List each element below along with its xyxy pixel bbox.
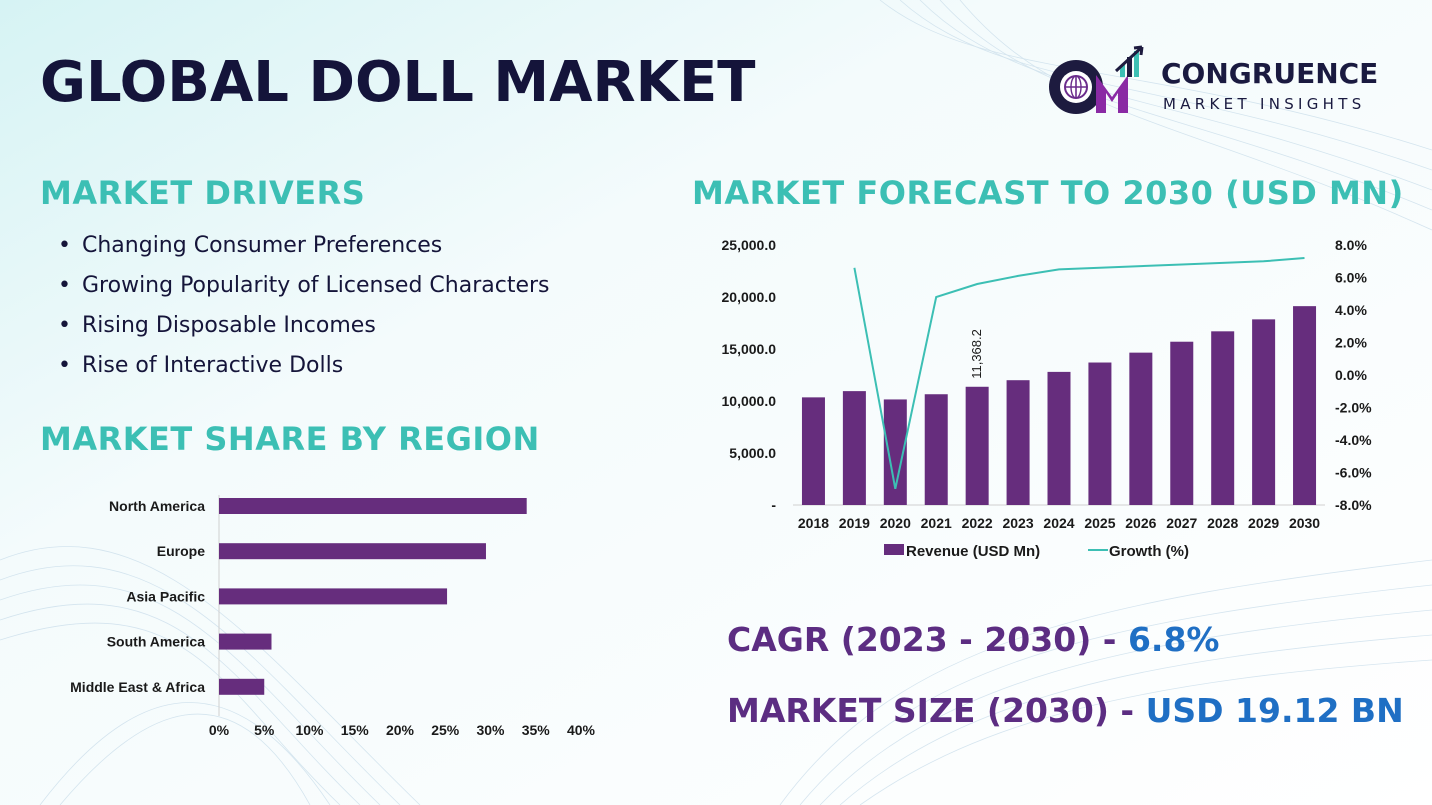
logo-tagline: MARKET INSIGHTS bbox=[1163, 95, 1366, 113]
revenue-bar bbox=[1006, 380, 1030, 505]
driver-text: Rising Disposable Incomes bbox=[82, 313, 376, 338]
y2-tick-label: -2.0% bbox=[1335, 400, 1372, 416]
x-tick-label: 30% bbox=[476, 722, 505, 738]
legend-label-growth: Growth (%) bbox=[1109, 543, 1189, 560]
region-share-chart: North America Europe Asia Pacific South Ame… bbox=[70, 495, 596, 738]
y-tick-label: 10,000.0 bbox=[722, 393, 777, 409]
x-tick-label: 2030 bbox=[1289, 515, 1320, 531]
bar bbox=[219, 498, 527, 514]
category-label: Asia Pacific bbox=[126, 588, 205, 604]
y-tick-label: - bbox=[771, 497, 776, 513]
revenue-bar bbox=[1293, 306, 1317, 505]
bar bbox=[219, 678, 265, 695]
x-tick-label: 2026 bbox=[1125, 515, 1156, 531]
cmi-logo-icon bbox=[1049, 45, 1144, 114]
revenue-bar bbox=[801, 397, 825, 505]
bar bbox=[219, 543, 486, 560]
x-tick-label: 10% bbox=[295, 722, 324, 738]
revenue-bar bbox=[1252, 319, 1276, 505]
bar bbox=[219, 633, 272, 650]
forecast-section-title: MARKET FORECAST TO 2030 (USD MN) bbox=[692, 174, 1404, 212]
x-tick-label: 2029 bbox=[1248, 515, 1279, 531]
x-tick-label: 5% bbox=[254, 722, 275, 738]
x-tick-label: 2020 bbox=[880, 515, 911, 531]
x-tick-label: 0% bbox=[209, 722, 230, 738]
market-size-value: USD 19.12 BN bbox=[1145, 691, 1404, 730]
driver-text: Growing Popularity of Licensed Character… bbox=[82, 273, 550, 298]
drivers-list: • Changing Consumer Preferences • Growing … bbox=[58, 228, 550, 388]
y2-tick-label: 4.0% bbox=[1335, 302, 1367, 318]
y2-tick-label: -6.0% bbox=[1335, 465, 1372, 481]
x-tick-label: 15% bbox=[341, 722, 370, 738]
y-tick-label: 20,000.0 bbox=[722, 289, 777, 305]
legend-label-revenue: Revenue (USD Mn) bbox=[906, 543, 1040, 560]
cagr-stat: CAGR (2023 - 2030) - 6.8% bbox=[727, 620, 1220, 659]
y-tick-label: 15,000.0 bbox=[722, 341, 777, 357]
page-title: GLOBAL DOLL MARKET bbox=[40, 50, 756, 115]
region-section-title: MARKET SHARE BY REGION bbox=[40, 420, 540, 458]
x-tick-label: 2028 bbox=[1207, 515, 1238, 531]
x-tick-label: 20% bbox=[386, 722, 415, 738]
bullet-icon: • bbox=[58, 273, 71, 298]
chart-legend: Revenue (USD Mn) Growth (%) bbox=[884, 543, 1189, 560]
y-tick-label: 25,000.0 bbox=[722, 237, 777, 253]
x-tick-label: 2027 bbox=[1166, 515, 1197, 531]
cagr-separator: - bbox=[1091, 620, 1128, 659]
driver-text: Rise of Interactive Dolls bbox=[82, 353, 344, 378]
x-tick-label: 2025 bbox=[1084, 515, 1115, 531]
x-tick-label: 2022 bbox=[962, 515, 993, 531]
y2-tick-label: 8.0% bbox=[1335, 237, 1367, 253]
market-size-label: MARKET SIZE (2030) bbox=[727, 691, 1109, 730]
x-tick-label: 2018 bbox=[798, 515, 829, 531]
growth-line bbox=[853, 257, 1305, 490]
revenue-bar bbox=[1170, 341, 1194, 505]
y2-tick-label: 6.0% bbox=[1335, 270, 1367, 286]
cagr-label: CAGR (2023 - 2030) bbox=[727, 620, 1092, 659]
bullet-icon: • bbox=[58, 353, 71, 378]
revenue-bar bbox=[842, 391, 866, 505]
revenue-bar bbox=[1088, 362, 1112, 505]
x-tick-label: 2024 bbox=[1043, 515, 1074, 531]
company-logo: CONGRUENCE MARKET INSIGHTS bbox=[1046, 45, 1396, 125]
bullet-icon: • bbox=[58, 313, 71, 338]
category-label: Middle East & Africa bbox=[70, 679, 205, 695]
logo-name: CONGRUENCE bbox=[1161, 57, 1379, 90]
cagr-value: 6.8% bbox=[1127, 620, 1220, 659]
driver-item: • Growing Popularity of Licensed Characte… bbox=[58, 268, 550, 308]
driver-item: • Rise of Interactive Dolls bbox=[58, 348, 550, 388]
market-size-separator: - bbox=[1108, 691, 1146, 730]
revenue-bar bbox=[1211, 331, 1235, 505]
driver-item: • Changing Consumer Preferences bbox=[58, 228, 550, 268]
driver-text: Changing Consumer Preferences bbox=[82, 233, 443, 258]
data-label: 11,368.2 bbox=[969, 329, 984, 379]
y2-tick-label: -4.0% bbox=[1335, 432, 1372, 448]
revenue-bar bbox=[883, 399, 907, 505]
x-tick-label: 25% bbox=[431, 722, 460, 738]
bullet-icon: • bbox=[58, 233, 71, 258]
y2-tick-label: -8.0% bbox=[1335, 497, 1372, 513]
revenue-bar bbox=[965, 386, 989, 505]
x-tick-label: 2019 bbox=[839, 515, 870, 531]
legend-swatch-revenue bbox=[884, 544, 904, 555]
y2-tick-label: 2.0% bbox=[1335, 335, 1367, 351]
y-tick-label: 5,000.0 bbox=[729, 445, 776, 461]
y2-tick-label: 0.0% bbox=[1335, 367, 1367, 383]
drivers-section-title: MARKET DRIVERS bbox=[40, 174, 366, 212]
category-label: North America bbox=[109, 498, 205, 514]
x-tick-label: 40% bbox=[567, 722, 596, 738]
x-tick-label: 35% bbox=[522, 722, 551, 738]
market-size-stat: MARKET SIZE (2030) - USD 19.12 BN bbox=[727, 691, 1404, 730]
revenue-bar bbox=[924, 394, 948, 505]
forecast-chart: - 5,000.0 10,000.0 15,000.0 20,000.0 25,000.0… bbox=[722, 237, 1373, 560]
x-tick-label: 2023 bbox=[1002, 515, 1033, 531]
revenue-bar bbox=[1129, 352, 1153, 505]
category-label: Europe bbox=[157, 543, 205, 559]
x-tick-label: 2021 bbox=[921, 515, 952, 531]
bar bbox=[219, 588, 448, 605]
revenue-bar bbox=[1047, 371, 1071, 505]
category-label: South America bbox=[107, 634, 205, 650]
driver-item: • Rising Disposable Incomes bbox=[58, 308, 550, 348]
